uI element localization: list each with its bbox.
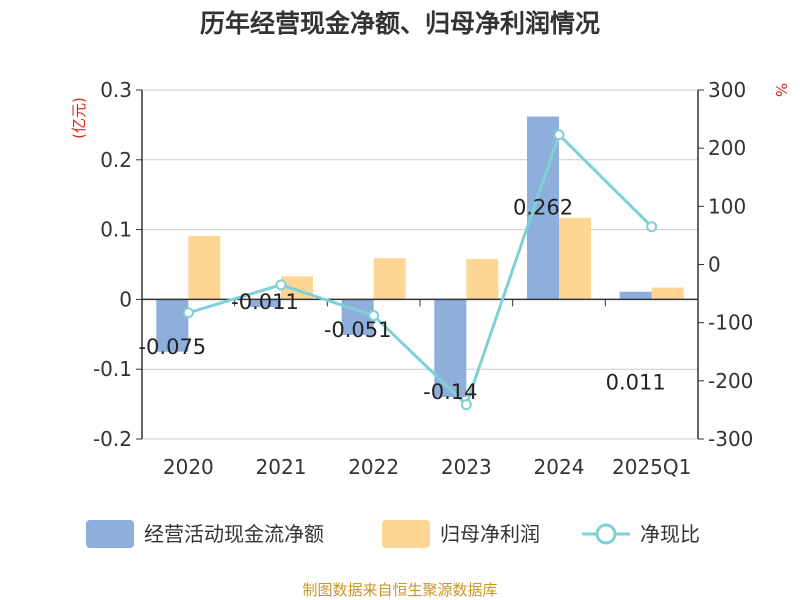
left-axis-unit: (亿元): [70, 97, 88, 139]
left-axis-ticks: 0.3 0.2 0.1 0 -0.1 -0.2: [93, 78, 142, 451]
bar-profit: [651, 287, 684, 300]
source-note: 制图数据来自恒生聚源数据库: [302, 581, 497, 599]
legend-label-cashflow: 经营活动现金流净额: [144, 522, 324, 546]
right-tick-label: -100: [708, 311, 753, 335]
left-tick-label: -0.1: [93, 357, 132, 381]
bar-cashflow: [619, 291, 652, 300]
ratio-point: [275, 279, 287, 291]
chart-title: 历年经营现金净额、归母净利润情况: [200, 9, 600, 38]
bar-group: [156, 116, 684, 398]
cashflow-data-label: -0.051: [324, 318, 392, 342]
bar-profit: [466, 258, 499, 300]
bar-profit: [188, 235, 221, 300]
right-tick-label: 0: [708, 253, 721, 277]
bar-profit: [373, 258, 406, 300]
right-tick-label: 100: [708, 194, 746, 218]
cashflow-data-label: -0.011: [231, 290, 299, 314]
category-label: 2024: [534, 455, 585, 479]
right-tick-label: 300: [708, 78, 746, 102]
right-tick-label: 200: [708, 136, 746, 160]
category-label: 2025Q1: [612, 455, 691, 479]
right-tick-label: -200: [708, 369, 753, 393]
cashflow-data-label: 0.262: [513, 196, 573, 220]
cashflow-data-label: 0.011: [606, 371, 666, 395]
left-tick-label: 0: [119, 287, 132, 311]
ratio-point: [460, 399, 472, 411]
category-label: 2020: [163, 455, 214, 479]
left-tick-label: 0.3: [100, 78, 132, 102]
category-label: 2021: [256, 455, 307, 479]
right-axis-ticks: 300 200 100 0 -100 -200 -300: [698, 78, 753, 451]
left-tick-label: 0.2: [100, 148, 132, 172]
line-series: [182, 129, 658, 411]
ratio-line: [187, 132, 653, 408]
bar-profit: [559, 217, 591, 300]
right-tick-label: -300: [708, 427, 753, 451]
data-labels: -0.075 -0.011 -0.051 -0.14 0.262 0.011: [138, 196, 665, 405]
ratio-point: [646, 221, 658, 233]
legend-swatch-ratio-marker: [595, 523, 617, 545]
legend-swatch-cashflow: [86, 520, 134, 548]
legend-label-ratio: 净现比: [640, 522, 700, 546]
left-tick-label: -0.2: [93, 427, 132, 451]
axes: [141, 90, 699, 439]
category-label: 2023: [441, 455, 492, 479]
cashflow-data-label: -0.075: [138, 335, 206, 359]
category-label: 2022: [348, 455, 399, 479]
legend: 经营活动现金流净额 归母净利润 净现比: [86, 520, 700, 548]
right-axis-unit: %: [772, 83, 790, 97]
cashflow-data-label: -0.14: [423, 380, 477, 404]
left-tick-label: 0.1: [100, 218, 132, 242]
ratio-point: [553, 129, 565, 141]
ratio-point: [368, 310, 380, 322]
bar-cashflow: [156, 299, 189, 352]
category-labels: 2020 2021 2022 2023 2024 2025Q1: [163, 455, 691, 479]
bar-cashflow: [249, 299, 281, 308]
legend-swatch-profit: [382, 520, 430, 548]
legend-label-profit: 归母净利润: [440, 522, 540, 546]
ratio-point: [182, 307, 194, 319]
